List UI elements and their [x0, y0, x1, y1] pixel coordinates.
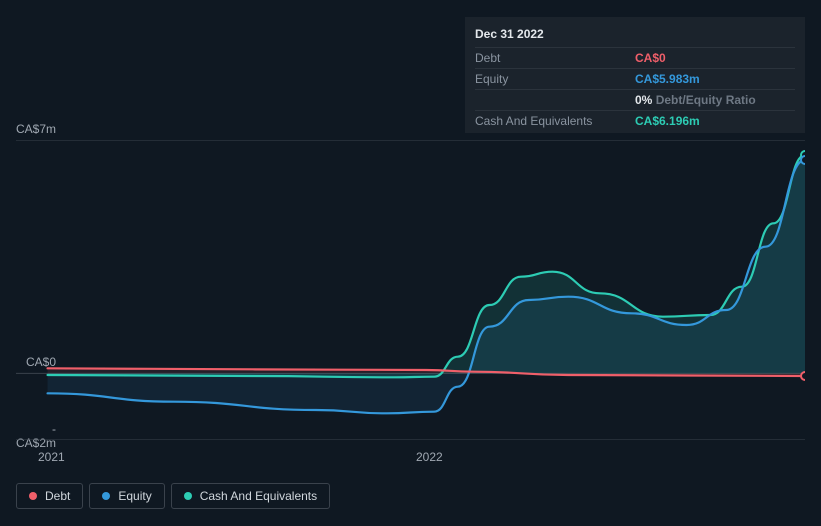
- equity-end-marker: [801, 156, 805, 164]
- tooltip-debt-label: Debt: [475, 51, 635, 65]
- legend-label: Equity: [118, 489, 151, 503]
- chart-plot[interactable]: [16, 140, 805, 440]
- tooltip-row-equity: Equity CA$5.983m: [475, 69, 795, 90]
- legend-item-debt[interactable]: Debt: [16, 483, 83, 509]
- legend-item-cash[interactable]: Cash And Equivalents: [171, 483, 330, 509]
- chart-tooltip: Dec 31 2022 Debt CA$0 Equity CA$5.983m 0…: [465, 17, 805, 133]
- chart-legend: Debt Equity Cash And Equivalents: [16, 483, 330, 509]
- y-tick-label: CA$7m: [16, 122, 56, 136]
- tooltip-equity-value: CA$5.983m: [635, 72, 795, 86]
- tooltip-row-debt: Debt CA$0: [475, 48, 795, 69]
- x-tick-label: 2021: [38, 450, 65, 464]
- legend-dot-icon: [184, 492, 192, 500]
- legend-label: Debt: [45, 489, 70, 503]
- tooltip-ratio: 0% Debt/Equity Ratio: [635, 93, 795, 107]
- tooltip-date: Dec 31 2022: [475, 23, 795, 48]
- legend-label: Cash And Equivalents: [200, 489, 317, 503]
- tooltip-equity-label: Equity: [475, 72, 635, 86]
- tooltip-cash-label: Cash And Equivalents: [475, 114, 635, 128]
- tooltip-debt-value: CA$0: [635, 51, 795, 65]
- tooltip-row-ratio: 0% Debt/Equity Ratio: [475, 90, 795, 111]
- tooltip-cash-value: CA$6.196m: [635, 114, 795, 128]
- tooltip-ratio-pct: 0%: [635, 93, 652, 107]
- debt-end-marker: [801, 372, 805, 380]
- legend-dot-icon: [29, 492, 37, 500]
- legend-dot-icon: [102, 492, 110, 500]
- tooltip-ratio-label: Debt/Equity Ratio: [656, 93, 756, 107]
- tooltip-row-cash: Cash And Equivalents CA$6.196m: [475, 111, 795, 131]
- x-tick-label: 2022: [416, 450, 443, 464]
- legend-item-equity[interactable]: Equity: [89, 483, 164, 509]
- financial-chart-panel: Dec 31 2022 Debt CA$0 Equity CA$5.983m 0…: [0, 0, 821, 526]
